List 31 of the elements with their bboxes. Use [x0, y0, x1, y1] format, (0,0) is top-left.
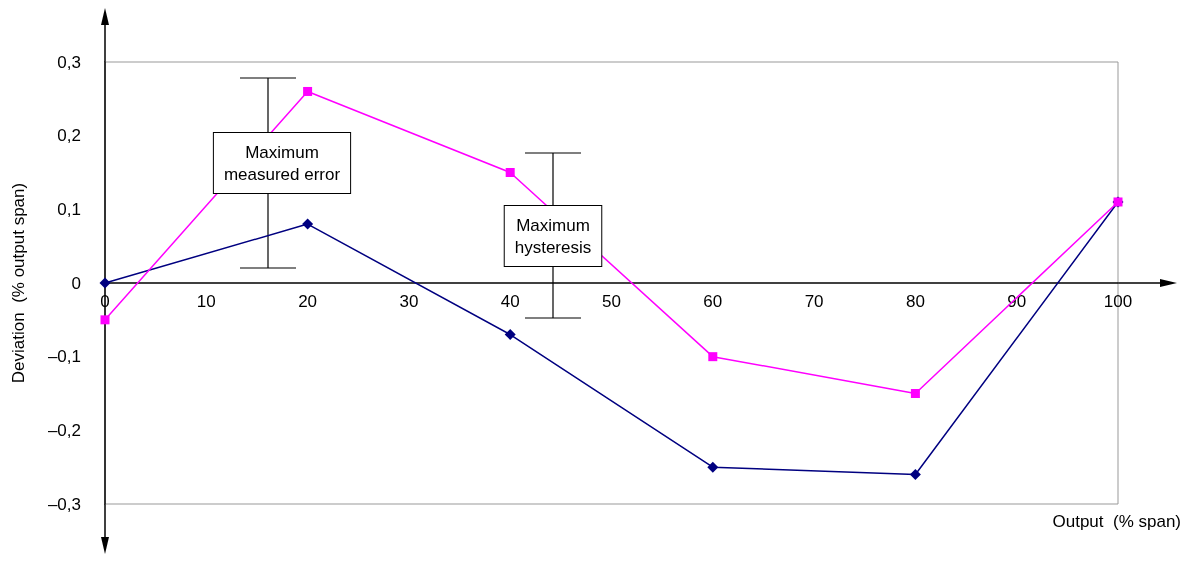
point — [910, 389, 920, 398]
y-tick-label: 0,1 — [57, 199, 81, 219]
point — [707, 461, 719, 473]
y-axis-title: Deviation (% output span) — [9, 182, 28, 384]
x-tick-label: 50 — [602, 292, 621, 311]
annotation: Maximum hysteresis — [514, 215, 592, 257]
y-tick-label: –0,3 — [47, 494, 81, 514]
point — [505, 168, 515, 177]
point — [708, 352, 718, 362]
x-tick-label: 10 — [196, 292, 216, 311]
x-tick-label: 70 — [804, 292, 824, 311]
y-tick-label: 0,3 — [57, 52, 81, 72]
x-tick-label: 60 — [703, 292, 723, 311]
x-tick-label: 80 — [905, 292, 925, 311]
x-tick-label: 30 — [399, 292, 419, 311]
annotation: Maximum measured error — [223, 142, 341, 184]
y-tick-label: –0,2 — [47, 420, 81, 440]
y-tick-label: 0 — [71, 273, 81, 293]
point — [100, 315, 110, 325]
x-tick-label: 90 — [1007, 292, 1027, 311]
point — [909, 469, 921, 481]
x-axis-title: Output (% span) — [1052, 512, 1182, 531]
point — [302, 218, 314, 230]
y-tick-label: 0,2 — [57, 126, 81, 146]
point — [99, 277, 111, 289]
point — [303, 86, 313, 96]
y-tick-label: –0,1 — [47, 347, 81, 367]
x-tick-label: 100 — [1103, 292, 1133, 311]
x-tick-label: 20 — [298, 292, 318, 311]
x-tick-label: 40 — [500, 292, 520, 311]
point — [504, 329, 516, 341]
